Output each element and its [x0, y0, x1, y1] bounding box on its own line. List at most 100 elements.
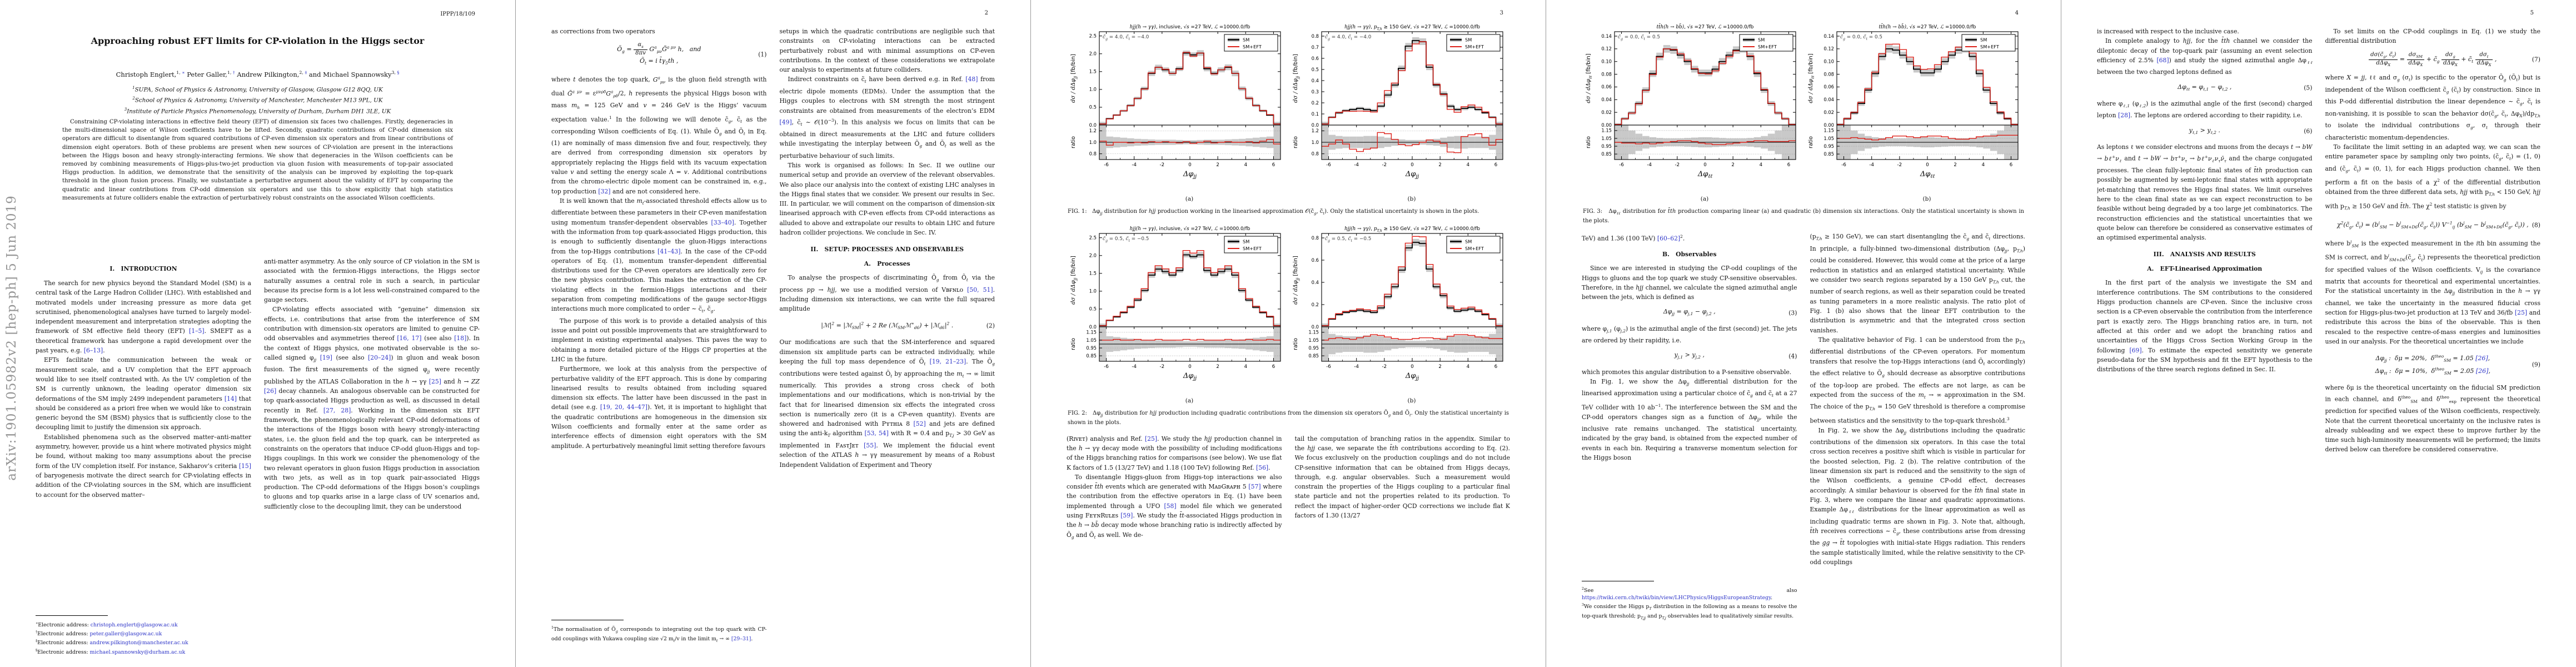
svg-text:SM+EFT: SM+EFT: [1758, 44, 1777, 49]
svg-text:0.10: 0.10: [1601, 59, 1612, 64]
paragraph: To analyse the prospects of discriminati…: [779, 274, 995, 313]
svg-text:ratio: ratio: [1293, 338, 1299, 350]
svg-text:4: 4: [1467, 162, 1469, 168]
paragraph: where φj,1 (φj,2) is the azimuthal angle…: [1582, 325, 1797, 345]
svg-text:2: 2: [1731, 162, 1734, 168]
svg-text:0.4: 0.4: [1312, 280, 1319, 285]
plot-fig1a: 0.0 0.5 1.0 1.5 2.0 2.5 0.8 1.0 1.2 -6 -4 -2 0 2 4 6 Δφj…: [1068, 22, 1287, 195]
svg-text:0.08: 0.08: [1823, 71, 1834, 77]
paragraph: where X = jj, ℓℓ and σg (σt) is specific…: [2325, 74, 2541, 141]
svg-text:0.85: 0.85: [1086, 353, 1097, 359]
equation: Δφjj : δμ = 20%, δtheoSM = 1.05 [26], Δφℓ…: [2375, 354, 2540, 376]
svg-text:Δφℓℓ: Δφℓℓ: [1697, 170, 1712, 180]
svg-text:2.5: 2.5: [1089, 235, 1097, 241]
section-heading: I. INTRODUCTION: [109, 265, 177, 272]
svg-text:0.0: 0.0: [1089, 122, 1097, 128]
svg-text:SM: SM: [1243, 239, 1249, 245]
figure-fig3a: 0.00 0.02 0.04 0.06 0.08 0.10 0.12 0.14 0.85 0.95…: [1583, 22, 1802, 202]
svg-text:0.85: 0.85: [1601, 151, 1612, 157]
svg-text:1.0: 1.0: [1089, 140, 1097, 145]
svg-text:hjj(h → γγ), inclusive, √s: hjj(h → γγ), inclusive, √s =27 TeV, ℒ =1…: [1130, 24, 1250, 30]
page-number: 3: [1499, 10, 1503, 16]
plot-fig2a: 0.0 0.5 1.0 1.5 2.0 2.5 0.85 0.95 1.05 1.15 -6 -4 -2…: [1068, 224, 1287, 396]
svg-text:c̃g = 0.5, c̃t = −0.5: c̃g = 0.5, c̃t = −0.5: [1325, 236, 1371, 243]
paragraph: Established phenomena such as the observ…: [36, 433, 251, 499]
svg-text:1.0: 1.0: [1089, 87, 1097, 92]
svg-text:0.7: 0.7: [1312, 44, 1319, 50]
svg-text:2.0: 2.0: [1089, 253, 1097, 258]
preprint-number: IPPP/18/109: [440, 11, 475, 17]
svg-text:0.8: 0.8: [1312, 235, 1319, 241]
svg-text:0.6: 0.6: [1312, 257, 1319, 263]
svg-text:SM: SM: [1465, 239, 1472, 245]
svg-text:SM+EFT: SM+EFT: [1243, 246, 1262, 251]
svg-text:-4: -4: [1132, 162, 1137, 168]
svg-text:-4: -4: [1354, 364, 1359, 370]
subsection-heading: A. EFT-Linearised Approximation: [2147, 265, 2263, 273]
two-column-body: I. INTRODUCTION The search for new physic…: [36, 257, 480, 656]
footnote-block: ∗Electronic address: christoph.englert@g…: [36, 608, 251, 656]
paragraph: where δμ is the theoretical uncertainty …: [2325, 384, 2541, 454]
footnote-rule: [36, 615, 108, 616]
svg-text:2: 2: [1216, 162, 1219, 168]
email-link-englert[interactable]: christoph.englert@glasgow.ac.uk: [90, 621, 178, 628]
svg-text:0.00: 0.00: [1823, 122, 1834, 128]
panel-label: (a): [1185, 196, 1194, 202]
column-right: To set limits on the CP-odd couplings in…: [2325, 27, 2541, 645]
svg-text:0: 0: [1411, 162, 1413, 168]
svg-text:6: 6: [1494, 162, 1497, 168]
svg-text:1.05: 1.05: [1086, 337, 1097, 343]
svg-text:0.5: 0.5: [1312, 67, 1319, 72]
svg-text:2: 2: [1438, 364, 1441, 370]
paragraph: This work is organised as follows: In Se…: [779, 161, 995, 236]
equation: dσ(c̃g, c̃t) dΔφX = dσSM dΔφX + c̃g dσg dΔφ…: [2325, 52, 2540, 68]
figure-fig2b: 0.0 0.2 0.4 0.6 0.8 0.85 0.95 1.05 1.15 -6 -4 -2 0 2 4…: [1290, 224, 1509, 404]
paragraph: In Fig. 1, we show the Δφjj differential…: [1582, 377, 1797, 462]
paragraph: Since we are interested in studying the …: [1582, 265, 1797, 301]
email-link-galler[interactable]: peter.galler@glasgow.ac.uk: [89, 631, 162, 638]
svg-text:0.06: 0.06: [1601, 84, 1612, 89]
svg-text:-6: -6: [1104, 364, 1109, 370]
svg-text:SM+EFT: SM+EFT: [1465, 44, 1484, 49]
email-link-spannowsky[interactable]: michael.spannowsky@durham.ac.uk: [89, 649, 186, 655]
paragraph: It is well known that the mt-associated …: [551, 197, 767, 314]
svg-text:1.15: 1.15: [1823, 128, 1834, 133]
equation: Δφℓℓ = φℓ,1 − φℓ,2 , (5): [2178, 83, 2313, 92]
paragraph: (Rɪᴠᴇᴛ) analysis and Ref. [25]. We study…: [1067, 435, 1282, 471]
svg-text:0.4: 0.4: [1312, 78, 1319, 83]
panel-label: (b): [1407, 397, 1416, 405]
svg-text:-6: -6: [1326, 162, 1331, 168]
svg-text:-2: -2: [1160, 162, 1165, 168]
twiki-url-link[interactable]: https://twiki.cern.ch/twiki/bin/view/LHC…: [1582, 594, 1771, 601]
svg-text:tt̄h(h → bb̄), √s =27 TeV,: tt̄h(h → bb̄), √s =27 TeV, ℒ =10000.0/fb: [1657, 23, 1754, 30]
svg-text:4: 4: [1760, 162, 1762, 168]
two-column-body: is increased with respect to the inclusi…: [2097, 27, 2540, 645]
svg-text:dσ / dΔφℓℓ [fb/bin]: dσ / dΔφℓℓ [fb/bin]: [1808, 53, 1815, 103]
two-column-body: as corrections from two operators Õg = αs…: [551, 27, 995, 645]
svg-text:0.0: 0.0: [1089, 324, 1097, 330]
svg-text:ratio: ratio: [1070, 338, 1077, 350]
svg-text:1.5: 1.5: [1089, 271, 1097, 276]
paragraph: Furthermore, we look at this analysis fr…: [551, 365, 767, 450]
svg-text:SM: SM: [1758, 37, 1765, 43]
footnote: §Electronic address: michael.spannowsky@…: [36, 648, 186, 655]
svg-text:-2: -2: [1160, 364, 1165, 370]
svg-text:0.95: 0.95: [1086, 345, 1097, 351]
section-heading: III. ANALYSIS AND RESULTS: [2153, 251, 2256, 258]
plot-fig2b: 0.0 0.2 0.4 0.6 0.8 0.85 0.95 1.05 1.15 -6 -4 -2 0 2 4…: [1290, 224, 1509, 396]
svg-text:ratio: ratio: [1586, 136, 1592, 148]
svg-text:dσ / dΔφjj [fb/bin]: dσ / dΔφjj [fb/bin]: [1070, 54, 1078, 103]
email-link-pilkington[interactable]: andrew.pilkington@manchester.ac.uk: [89, 640, 188, 646]
svg-text:-6: -6: [1326, 364, 1331, 370]
paragraph: As leptons ℓ we consider electrons and m…: [2097, 143, 2313, 242]
svg-text:0: 0: [1703, 162, 1706, 168]
svg-text:1.05: 1.05: [1823, 136, 1834, 141]
column-right: setups in which the quadratic contributi…: [780, 27, 995, 645]
svg-text:0.02: 0.02: [1823, 109, 1834, 115]
equation: |ℳ|2 = |ℳSM|2 + 2 Re (ℳSMℳ∗d6) + |ℳd6|2 …: [821, 321, 995, 331]
svg-text:0.8: 0.8: [1312, 151, 1319, 156]
svg-text:0.1: 0.1: [1312, 111, 1319, 117]
section-heading: II. SETUP: PROCESSES AND OBSERVABLES: [810, 246, 964, 253]
paper-title: Approaching robust EFT limits for CP-vio…: [91, 36, 425, 46]
svg-text:dσ / dΔφℓℓ [fb/bin]: dσ / dΔφℓℓ [fb/bin]: [1586, 53, 1593, 103]
